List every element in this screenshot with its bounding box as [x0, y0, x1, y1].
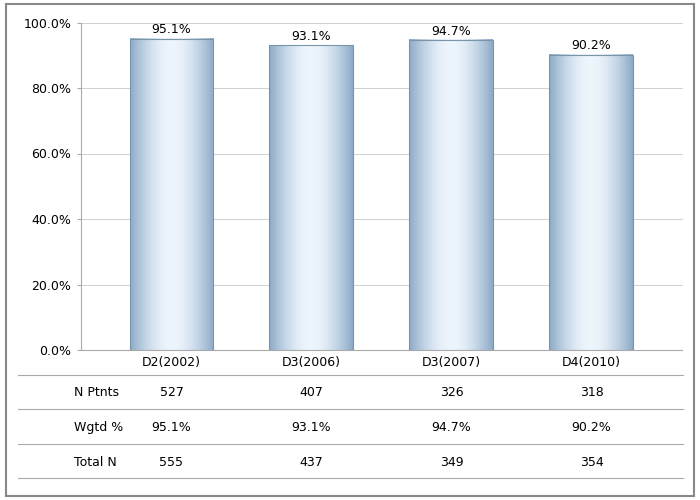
Text: 95.1%: 95.1%: [152, 24, 191, 36]
Bar: [270, 45, 354, 350]
Text: 90.2%: 90.2%: [572, 40, 611, 52]
Text: 354: 354: [580, 456, 603, 469]
Text: 527: 527: [160, 386, 183, 399]
Text: 94.7%: 94.7%: [432, 24, 471, 38]
Text: 349: 349: [440, 456, 463, 469]
Text: 555: 555: [160, 456, 183, 469]
Text: N Ptnts: N Ptnts: [74, 386, 118, 399]
Text: 95.1%: 95.1%: [152, 421, 191, 434]
Text: 93.1%: 93.1%: [292, 30, 331, 43]
Text: 437: 437: [300, 456, 323, 469]
Text: Total N: Total N: [74, 456, 116, 469]
Text: 326: 326: [440, 386, 463, 399]
Bar: [410, 40, 494, 350]
Text: 407: 407: [300, 386, 323, 399]
Bar: [550, 54, 634, 350]
Text: 90.2%: 90.2%: [572, 421, 611, 434]
Text: 93.1%: 93.1%: [292, 421, 331, 434]
Text: Wgtd %: Wgtd %: [74, 421, 122, 434]
Bar: [130, 38, 214, 350]
Text: 318: 318: [580, 386, 603, 399]
Text: 94.7%: 94.7%: [432, 421, 471, 434]
